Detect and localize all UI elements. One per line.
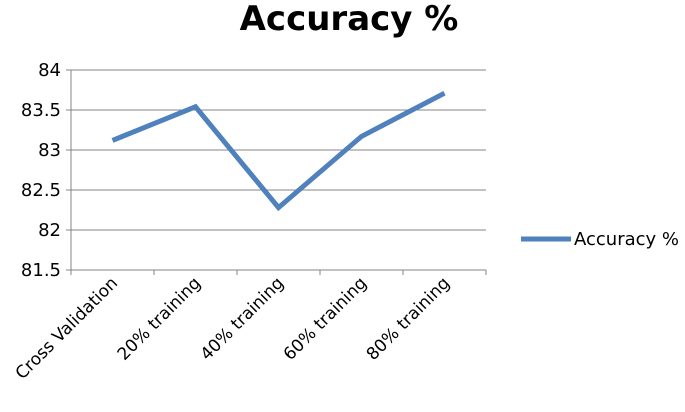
y-tick-label: 84 (38, 60, 61, 81)
y-tick-label: 83.5 (21, 100, 61, 121)
x-tick-label: 60% training (280, 273, 371, 364)
x-tick-label: 20% training (114, 273, 205, 364)
x-tick-label: Cross Validation (12, 273, 122, 383)
y-tick-label: 82.5 (21, 180, 61, 201)
legend-label-accuracy: Accuracy % (574, 229, 679, 250)
series-lines (111, 90, 446, 212)
y-tick-label: 81.5 (21, 260, 61, 281)
y-tick-label: 82 (38, 220, 61, 241)
x-tick-label: 40% training (197, 273, 288, 364)
y-tick-label: 83 (38, 140, 61, 161)
x-tick-label: 80% training (363, 273, 454, 364)
axes (66, 69, 487, 275)
chart-title: Accuracy % (240, 0, 459, 39)
y-axis-tick-labels: 81.5 82 82.5 83 83.5 84 (21, 60, 61, 281)
series-line-0 (111, 90, 446, 212)
legend: Accuracy % (521, 229, 679, 250)
